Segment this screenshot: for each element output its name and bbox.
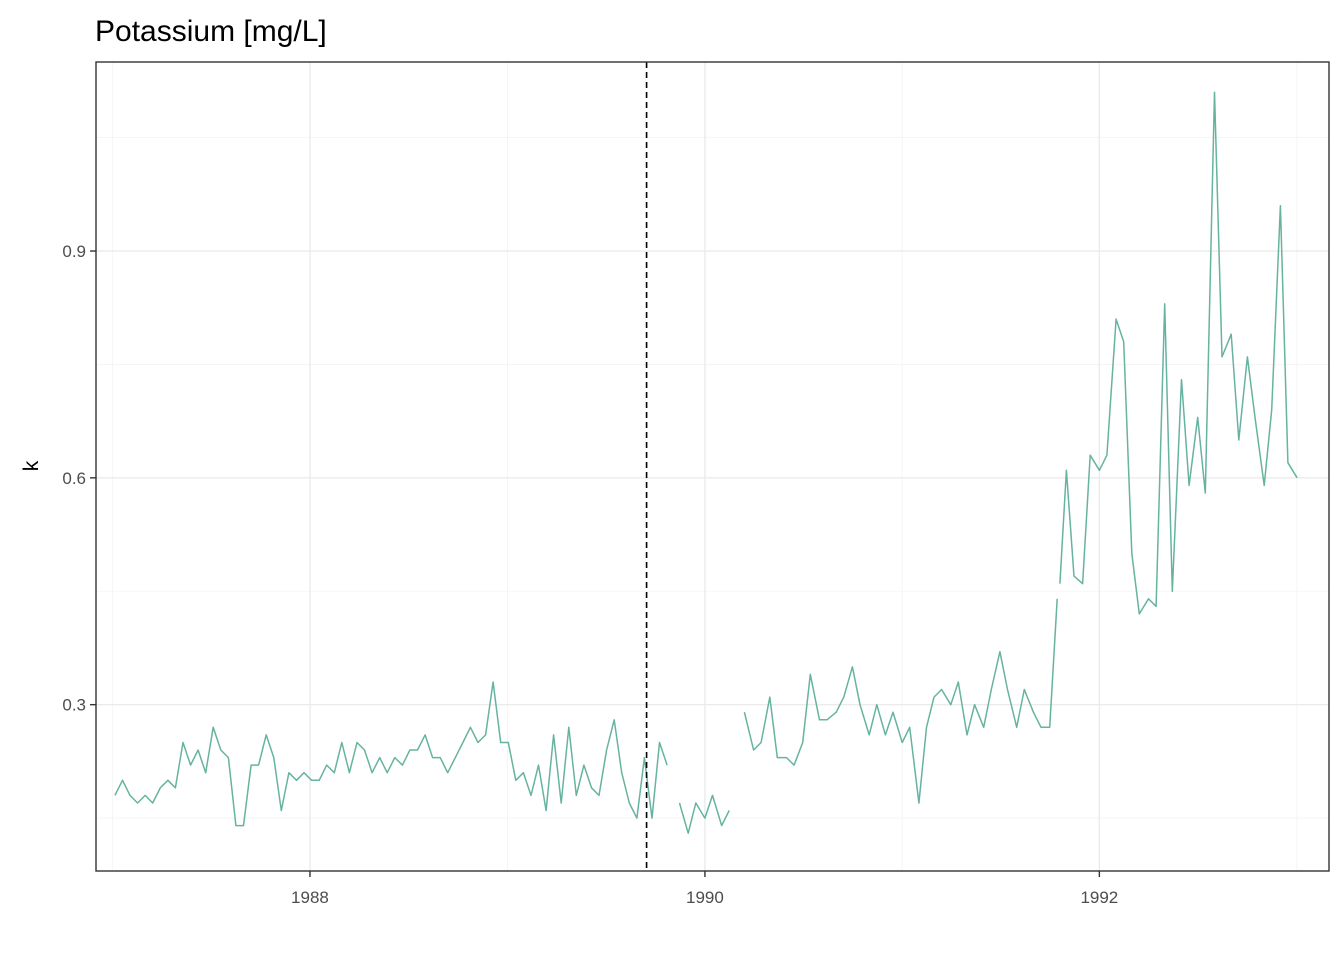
series-line-segment [114, 681, 668, 827]
chart-title: Potassium [mg/L] [95, 15, 327, 48]
series-line-segment [678, 794, 730, 834]
y-axis: 0.3 0.6 0.9 [62, 242, 96, 715]
x-tick-label: 1992 [1080, 888, 1118, 907]
y-tick-label: 0.3 [62, 696, 86, 715]
series-line-segment [743, 598, 1058, 804]
x-tick-label: 1988 [291, 888, 329, 907]
plot-panel [95, 61, 1330, 872]
grid [96, 62, 1329, 871]
x-tick-label: 1990 [686, 888, 724, 907]
y-tick-label: 0.9 [62, 242, 86, 261]
x-axis: 1988 1990 1992 [291, 871, 1118, 907]
y-axis-title: k [20, 460, 43, 471]
series [114, 91, 1298, 834]
y-tick-label: 0.6 [62, 469, 86, 488]
series-line-segment [1059, 91, 1298, 615]
